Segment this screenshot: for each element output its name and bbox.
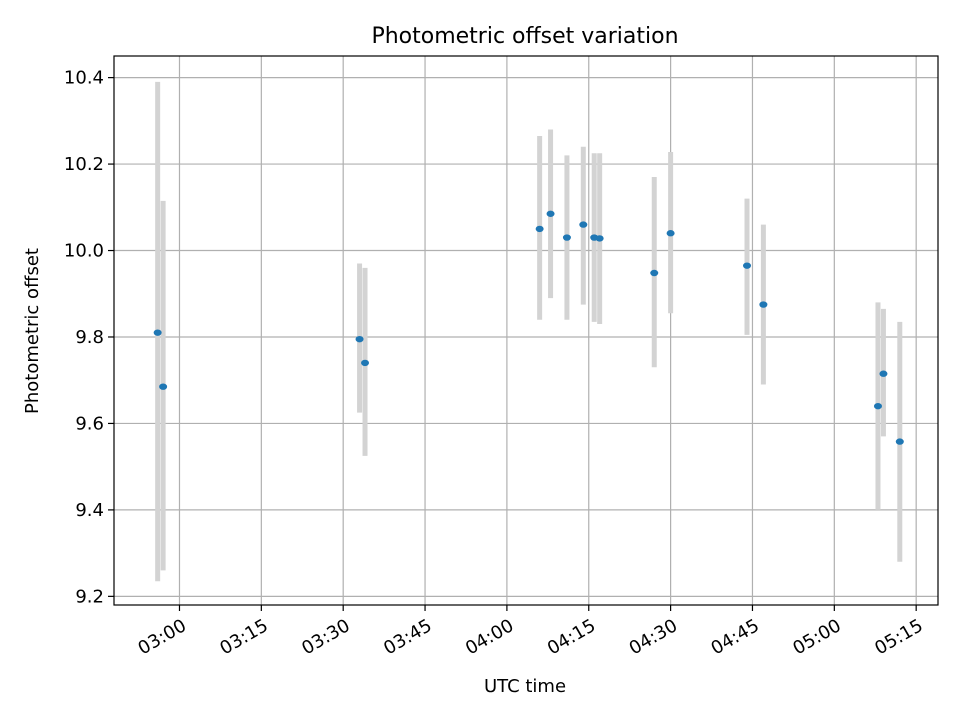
data-point (879, 370, 888, 377)
data-point (361, 359, 370, 367)
data-point (743, 262, 752, 269)
y-tick-label: 9.6 (75, 413, 104, 434)
y-tick-label: 9.4 (75, 500, 104, 521)
plot-frame (113, 55, 939, 606)
grid (114, 56, 938, 605)
y-axis-label: Photometric offset (22, 248, 43, 414)
data-point (159, 383, 168, 390)
x-axis-label: UTC time (484, 676, 566, 697)
y-tick-label: 10.2 (64, 154, 104, 175)
data-point (153, 329, 162, 336)
data-point (535, 225, 544, 233)
y-tick-label: 10.4 (64, 68, 104, 89)
data-points (153, 210, 904, 445)
data-point (873, 402, 882, 410)
data-point (650, 269, 659, 277)
data-point (579, 221, 588, 228)
data-point (895, 438, 904, 445)
chart-title: Photometric offset variation (371, 24, 678, 49)
y-axis-ticks: 9.2 9.4 9.6 9.8 10.0 10.2 10.4 (64, 68, 114, 607)
data-point (546, 210, 555, 217)
data-point (666, 230, 675, 237)
y-tick-label: 9.8 (75, 327, 104, 348)
data-point (355, 335, 364, 343)
data-point (562, 234, 571, 241)
data-point (759, 301, 768, 308)
y-tick-label: 9.2 (75, 586, 104, 607)
y-tick-label: 10.0 (64, 241, 104, 262)
data-point (595, 235, 604, 242)
